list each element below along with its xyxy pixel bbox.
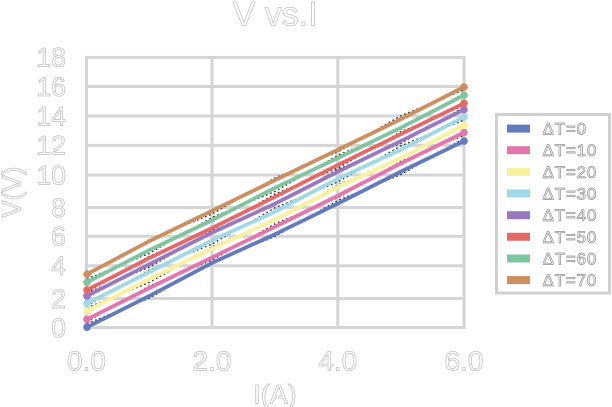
- svg-text:ΔT=0: ΔT=0: [543, 120, 587, 139]
- svg-text:4.0: 4.0: [318, 345, 357, 376]
- svg-text:ΔT=30: ΔT=30: [543, 185, 598, 204]
- svg-text:ΔT=70: ΔT=70: [543, 271, 598, 290]
- svg-text:16: 16: [37, 72, 66, 102]
- svg-text:ΔT=50: ΔT=50: [543, 228, 598, 247]
- svg-text:10: 10: [37, 160, 66, 190]
- svg-text:ΔT=60: ΔT=60: [543, 250, 598, 269]
- svg-text:2.0: 2.0: [193, 345, 232, 376]
- svg-text:I(A): I(A): [253, 380, 297, 407]
- svg-text:6.0: 6.0: [445, 345, 484, 376]
- svg-text:6: 6: [51, 222, 66, 252]
- svg-text:4: 4: [51, 251, 66, 281]
- svg-text:2: 2: [51, 284, 66, 314]
- svg-text:0: 0: [51, 313, 66, 343]
- svg-text:0.0: 0.0: [67, 345, 106, 376]
- svg-text:18: 18: [37, 43, 66, 73]
- svg-text:ΔT=20: ΔT=20: [543, 163, 598, 182]
- svg-text:V vs.I: V vs.I: [233, 0, 318, 34]
- svg-text:12: 12: [37, 131, 66, 161]
- svg-text:8: 8: [51, 193, 66, 223]
- svg-text:V(V): V(V): [0, 167, 27, 218]
- svg-text:ΔT=40: ΔT=40: [543, 206, 598, 225]
- svg-text:14: 14: [37, 101, 66, 131]
- svg-text:ΔT=10: ΔT=10: [543, 141, 598, 160]
